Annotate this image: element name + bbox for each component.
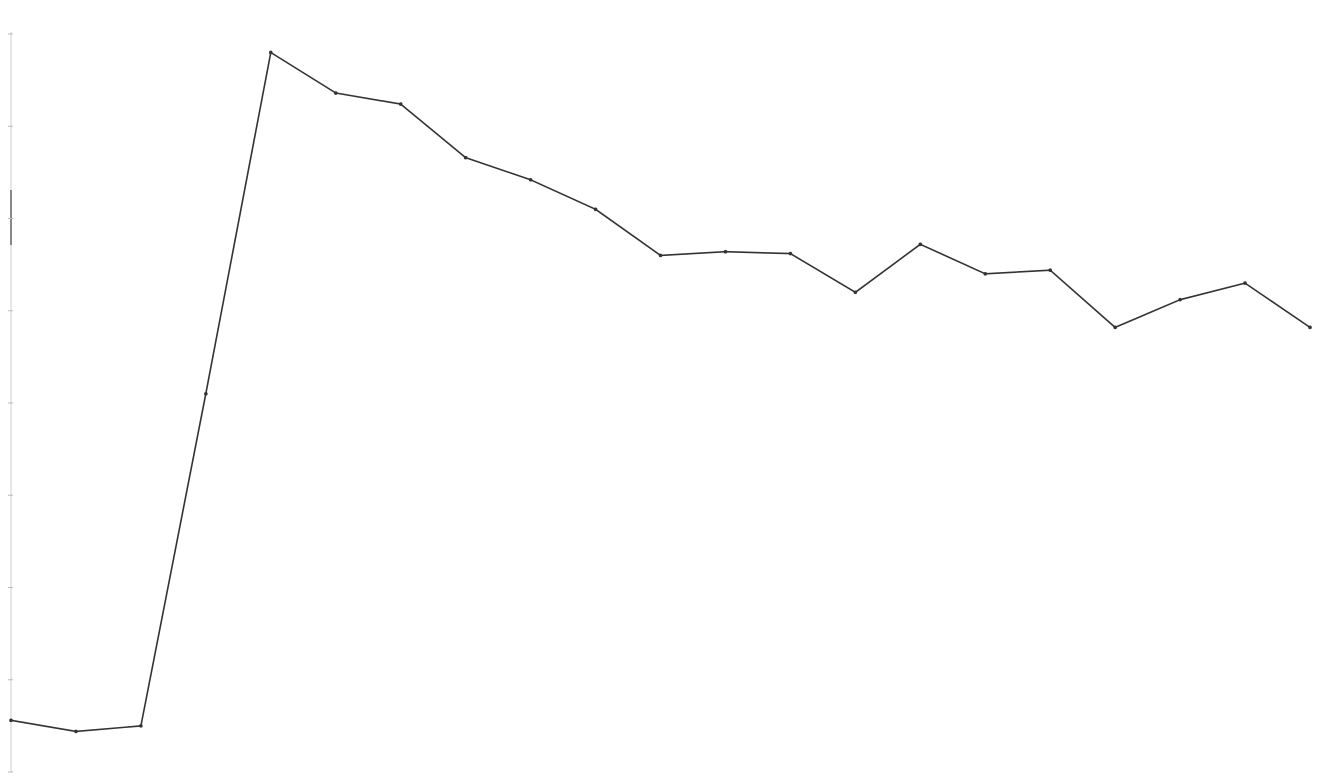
data-point	[853, 290, 858, 295]
data-point	[333, 91, 338, 95]
data-point	[74, 729, 78, 734]
data-point	[788, 251, 793, 256]
data-point	[918, 242, 923, 247]
data-point	[139, 724, 143, 728]
data-point	[1178, 297, 1182, 302]
data-point	[1113, 325, 1117, 330]
data-point	[1048, 268, 1052, 272]
data-point	[398, 102, 403, 106]
data-point	[983, 272, 988, 276]
data-point	[593, 207, 598, 212]
data-point	[723, 249, 728, 254]
data-point	[269, 50, 273, 55]
data-point	[9, 718, 13, 723]
data-point	[528, 177, 533, 182]
data-point	[204, 391, 208, 396]
data-point	[658, 253, 663, 258]
data-point	[1243, 281, 1247, 285]
data-point	[1308, 325, 1312, 330]
series-line	[10, 51, 1311, 733]
data-point	[463, 155, 468, 160]
